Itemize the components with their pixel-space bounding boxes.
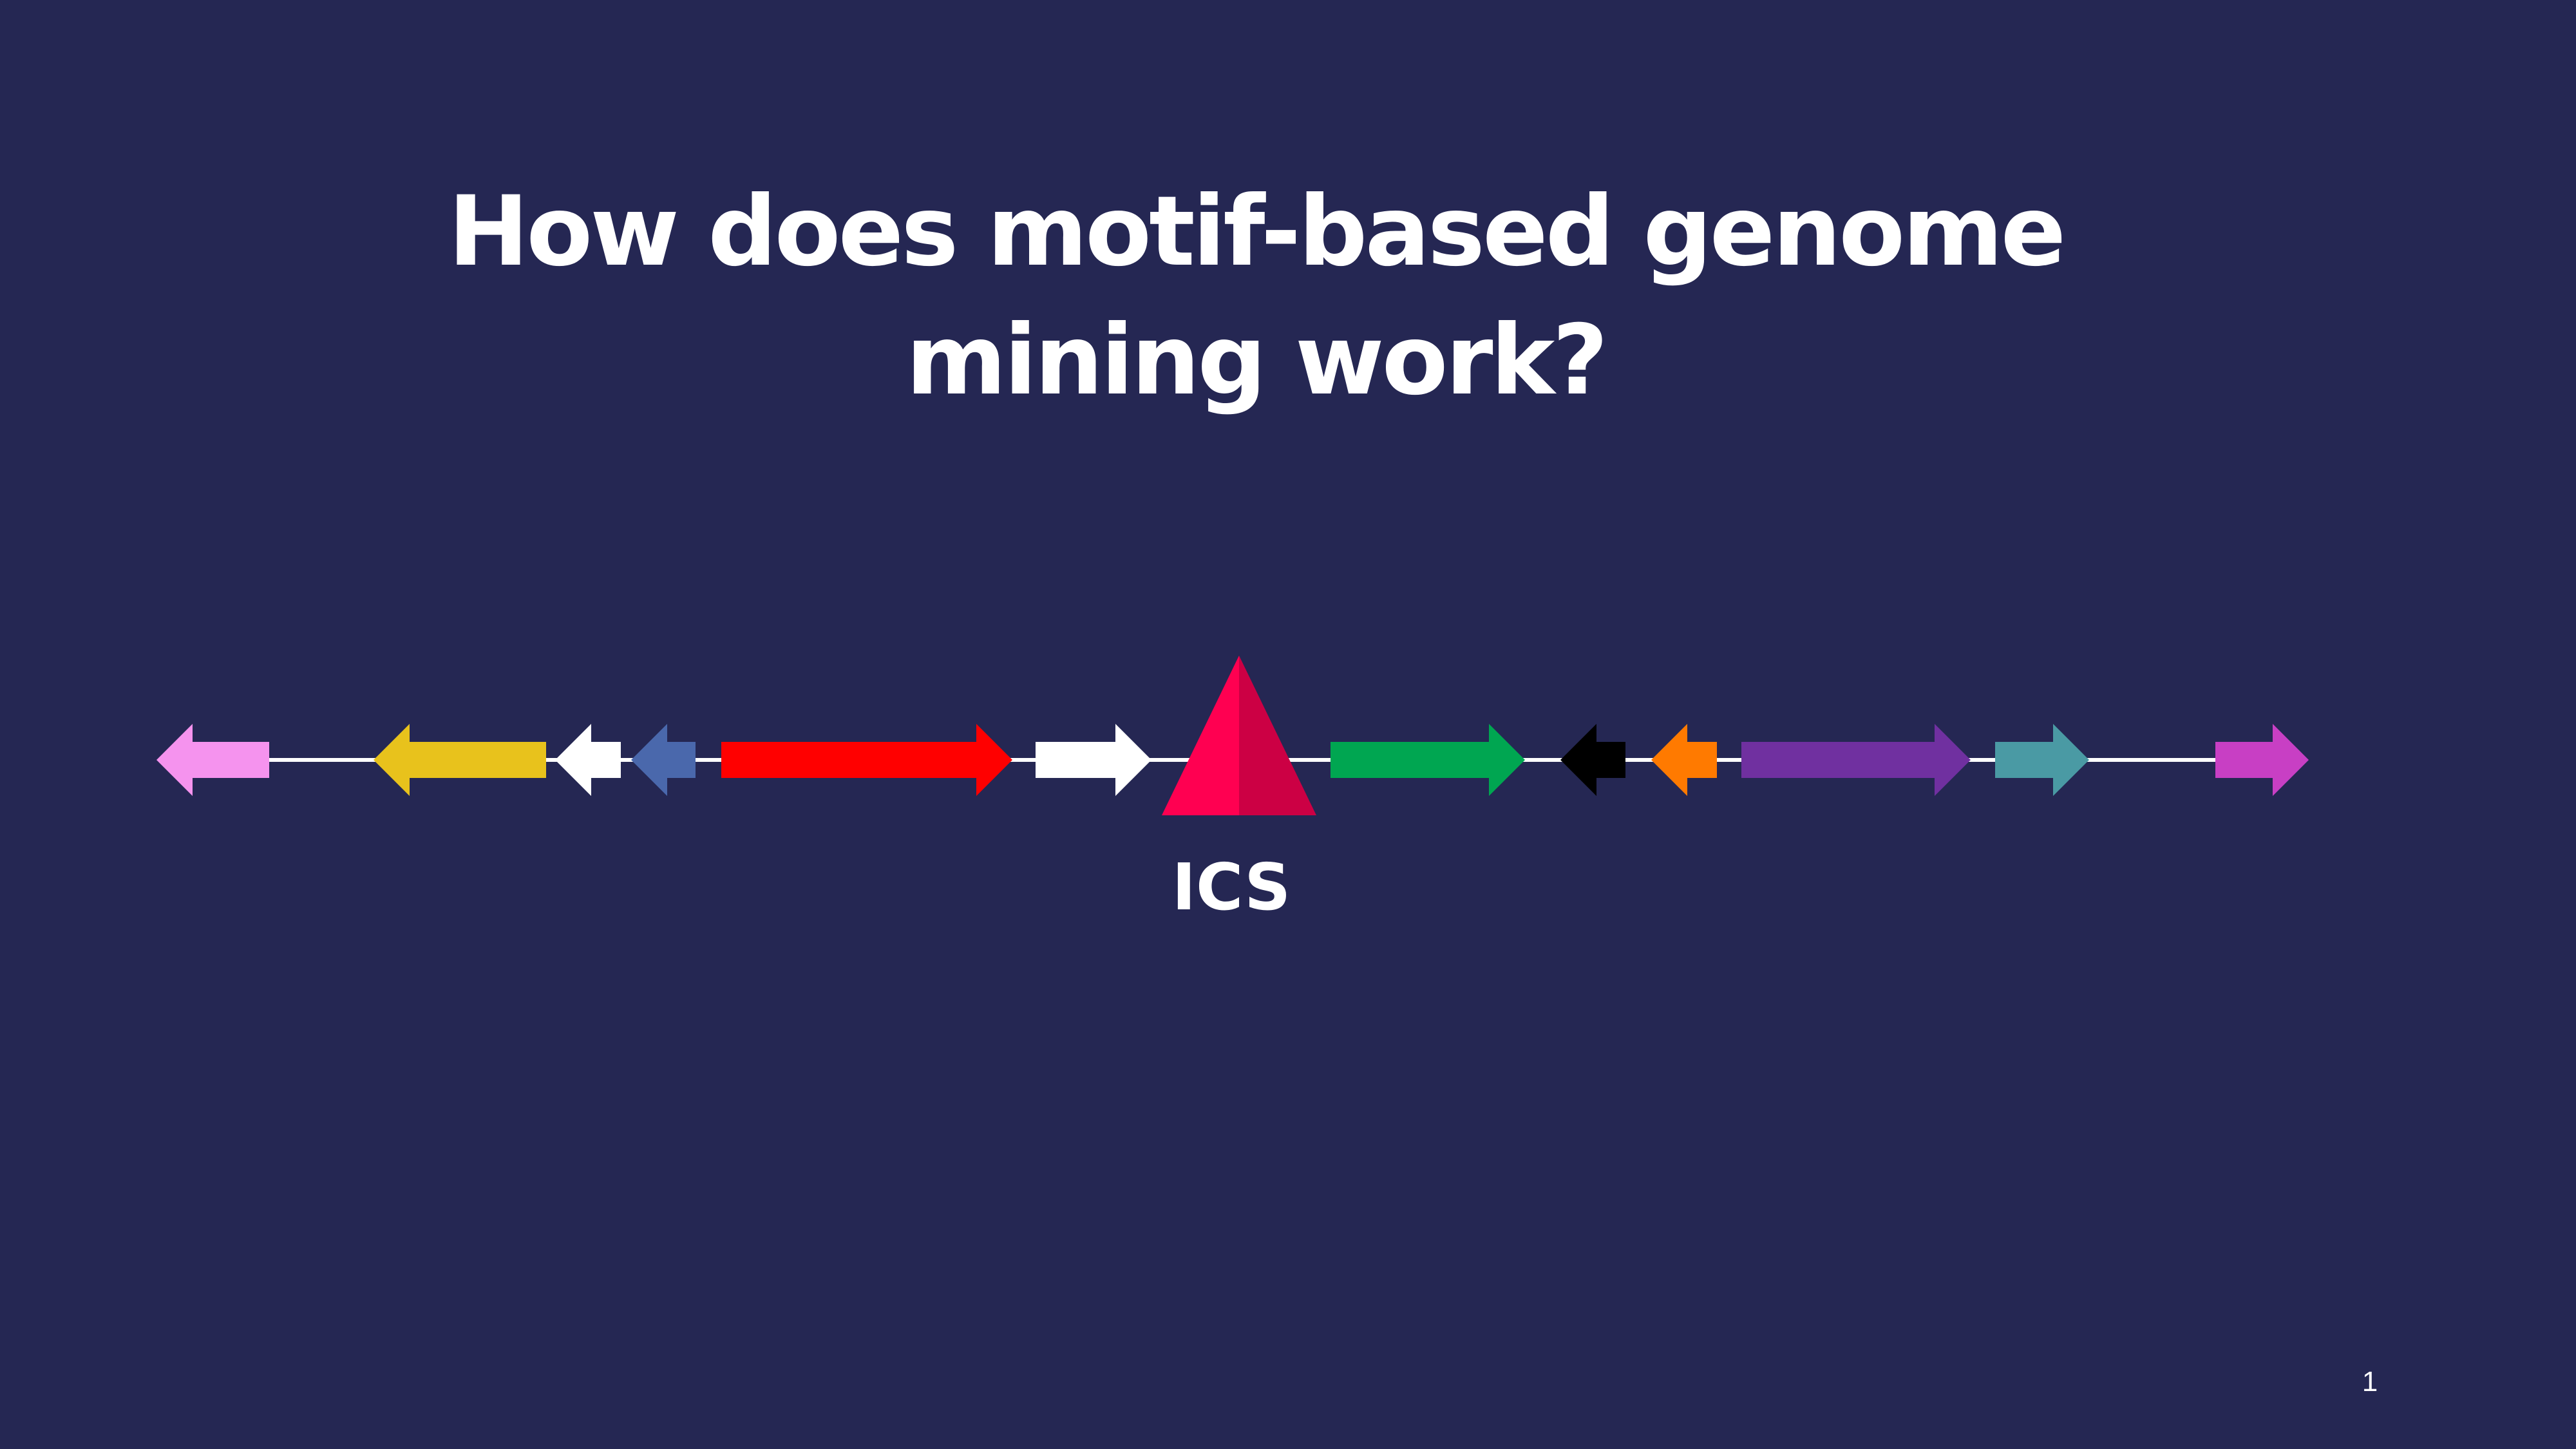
gene-white-left-arrow [555,724,621,796]
gene-teal-arrow [1995,724,2089,796]
gene-arrows [156,724,2309,796]
gene-pink-arrow [156,724,269,796]
gene-green-arrow [1331,724,1525,796]
gene-purple-arrow [1741,724,1971,796]
ics-label: ICS [1171,849,1291,925]
gene-magenta-arrow [2215,724,2309,796]
ics-marker-left-face [1162,656,1239,815]
gene-blue-arrow [631,724,696,796]
ics-marker [1162,656,1316,815]
page-number: 1 [2362,1366,2378,1397]
gene-yellow-arrow [374,724,546,796]
ics-marker-right-face [1239,656,1316,815]
title-line-1: How does motif-based genome [448,176,2067,288]
slide-title: How does motif-based genome mining work? [0,167,2512,425]
gene-black-arrow [1560,724,1625,796]
gene-red-arrow [721,724,1012,796]
gene-white-right-arrow [1036,724,1151,796]
title-line-2: mining work? [905,305,1609,417]
gene-orange-arrow [1651,724,1717,796]
